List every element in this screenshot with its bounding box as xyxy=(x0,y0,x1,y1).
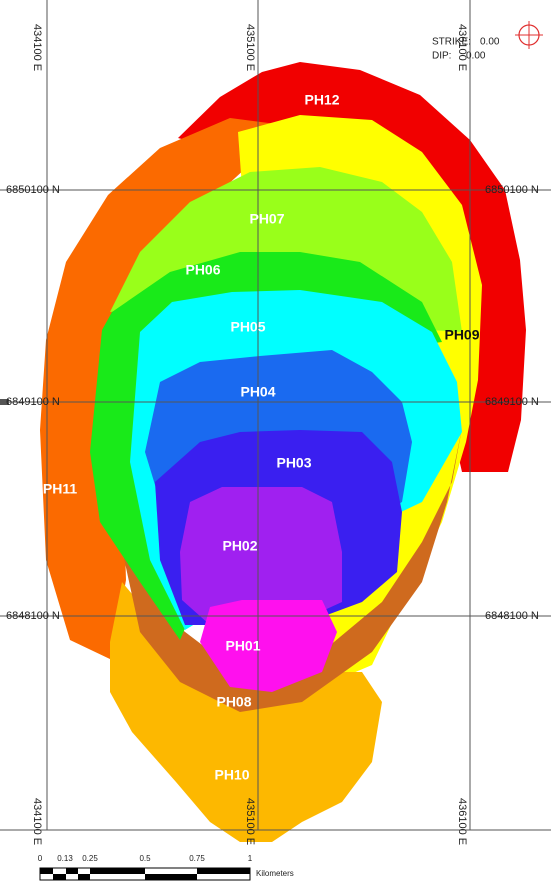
grid-label-right: 6849100 N xyxy=(485,396,539,408)
scale-label: 0.25 xyxy=(82,854,98,863)
scale-segment xyxy=(78,874,90,880)
grid-label-left: 6848100 N xyxy=(6,610,60,622)
phase-label: PH04 xyxy=(240,384,275,400)
strike-value: 0.00 xyxy=(480,37,500,48)
grid-label-top: 434100 E xyxy=(31,24,43,71)
phase-label: PH12 xyxy=(304,92,339,108)
grid-labels: 434100 E 435100 E 436100 E 434100 E 4351… xyxy=(6,24,539,845)
scale-segment xyxy=(90,868,145,874)
grid-label-bottom: 435100 E xyxy=(244,798,256,845)
phase-label: PH08 xyxy=(216,694,251,710)
grid xyxy=(0,0,551,831)
phase-label: PH01 xyxy=(225,638,260,654)
grid-label-left: 6850100 N xyxy=(6,184,60,196)
pit-phases xyxy=(40,62,526,842)
phase-ph08 xyxy=(120,428,462,712)
scale-label: 1 xyxy=(248,854,253,863)
scale-label: 0.13 xyxy=(57,854,73,863)
strike-label: STRIKE: xyxy=(432,37,471,48)
scale-label: 0.75 xyxy=(189,854,205,863)
phase-label: PH09 xyxy=(444,327,479,343)
scale-label: 0.5 xyxy=(139,854,151,863)
scale-segment xyxy=(197,868,250,874)
phase-ph02 xyxy=(180,487,342,625)
grid-label-top: 436100 E xyxy=(456,24,468,71)
scale-segment xyxy=(40,868,53,874)
grid-label-top: 435100 E xyxy=(244,24,256,71)
scale-unit: Kilometers xyxy=(256,869,294,878)
grid-label-left: 6849100 N xyxy=(6,396,60,408)
scale-segment xyxy=(53,874,66,880)
scale-label: 0 xyxy=(38,854,43,863)
phase-label: PH07 xyxy=(249,211,284,227)
phase-label: PH02 xyxy=(222,538,257,554)
grid-label-right: 6848100 N xyxy=(485,610,539,622)
grid-label-bottom: 436100 E xyxy=(456,798,468,845)
phase-label: PH06 xyxy=(185,262,220,278)
scale-bar: 0 0.13 0.25 0.5 0.75 1 Kilometers xyxy=(38,854,294,881)
phase-label: PH11 xyxy=(43,481,77,497)
phase-ph01 xyxy=(200,600,337,692)
phase-label: PH05 xyxy=(230,319,265,335)
scale-segment xyxy=(145,874,197,880)
phase-labels: PH12 PH11 PH09 PH10 PH08 PH07 PH06 PH05 … xyxy=(43,92,480,783)
edge-marker xyxy=(0,399,9,405)
phase-label: PH10 xyxy=(214,767,249,783)
dip-value: 0.00 xyxy=(466,51,486,62)
grid-label-right: 6850100 N xyxy=(485,184,539,196)
phase-label: PH03 xyxy=(276,455,311,471)
grid-label-bottom: 434100 E xyxy=(31,798,43,845)
orientation: STRIKE: 0.00 DIP: 0.00 xyxy=(432,21,543,62)
dip-label: DIP: xyxy=(432,51,451,62)
scale-segment xyxy=(66,868,78,874)
